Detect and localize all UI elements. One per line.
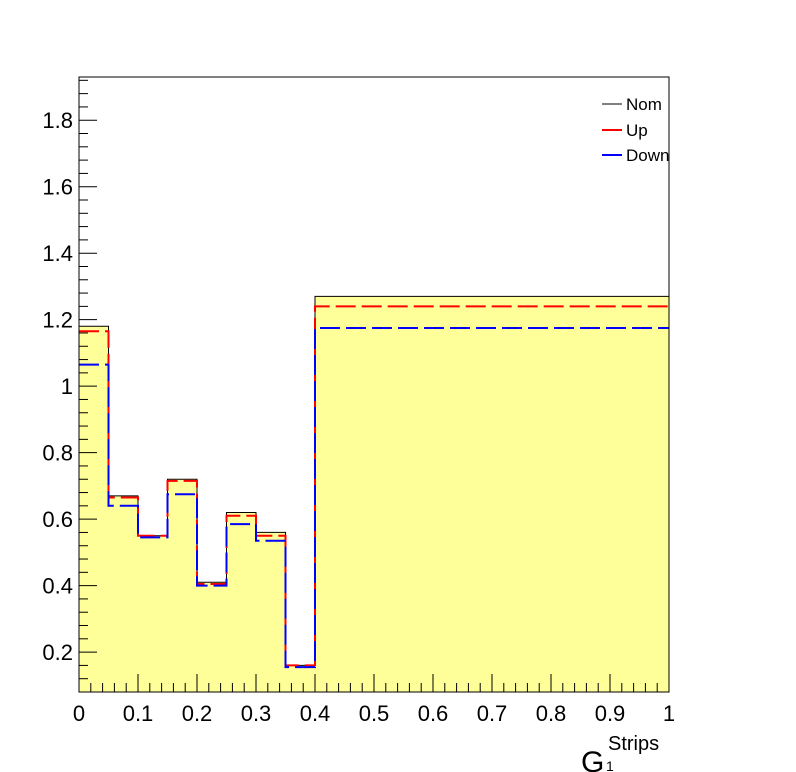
x-tick-label: 0.3 — [241, 701, 272, 726]
y-tick-label: 1 — [61, 374, 73, 399]
series-line-down — [79, 327, 669, 669]
x-axis: 0 0.1 0.2 0.3 0.4 0.5 0.6 0.7 0.8 0.9 1 — [73, 674, 675, 726]
x-tick-label: 0.6 — [418, 701, 449, 726]
series-lines — [79, 295, 669, 669]
y-tick-label: 1.8 — [42, 108, 73, 133]
x-tick-label: 0.5 — [359, 701, 390, 726]
legend-label-up: Up — [626, 121, 648, 140]
x-tick-label: 0.2 — [182, 701, 213, 726]
x-axis-title-subscript: 1 — [606, 758, 614, 772]
y-tick-label: 0.2 — [42, 640, 73, 665]
y-tick-label: 1.6 — [42, 175, 73, 200]
series-line-up — [79, 305, 669, 667]
x-tick-label: 1 — [663, 701, 675, 726]
nom-fill-area — [79, 296, 669, 692]
y-tick-label: 0.6 — [42, 507, 73, 532]
x-tick-label: 0.9 — [595, 701, 626, 726]
legend-label-down: Down — [626, 146, 669, 165]
x-axis-title: G Strips 1 — [581, 733, 659, 772]
x-tick-label: 0 — [73, 701, 85, 726]
x-tick-label: 0.1 — [123, 701, 154, 726]
x-tick-label: 0.4 — [300, 701, 331, 726]
x-tick-label: 0.7 — [477, 701, 508, 726]
y-tick-label: 0.4 — [42, 574, 73, 599]
nom-fill — [79, 296, 669, 692]
y-tick-label: 1.2 — [42, 308, 73, 333]
y-tick-label: 0.8 — [42, 441, 73, 466]
legend: Nom Up Down — [602, 95, 669, 165]
legend-label-nom: Nom — [626, 95, 662, 114]
x-tick-label: 0.8 — [536, 701, 567, 726]
y-axis: 0.2 0.4 0.6 0.8 1 1.2 1.4 1.6 1.8 — [42, 79, 97, 693]
x-axis-title-superscript: Strips — [608, 733, 659, 755]
y-tick-label: 1.4 — [42, 241, 73, 266]
x-axis-title-main: G — [581, 746, 604, 772]
